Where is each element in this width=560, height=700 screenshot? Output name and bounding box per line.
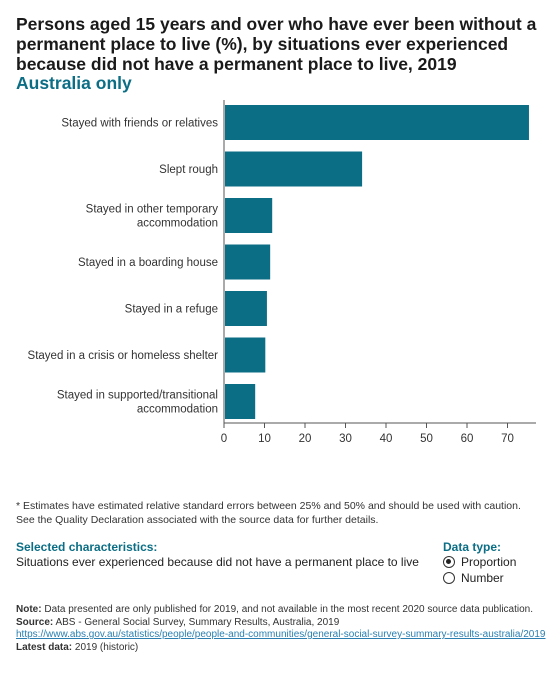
selected-characteristics-heading: Selected characteristics: xyxy=(16,540,158,554)
source-link[interactable]: https://www.abs.gov.au/statistics/people… xyxy=(16,629,546,640)
x-tick-label: 40 xyxy=(380,433,393,445)
footnote-line-2: See the Quality Declaration associated w… xyxy=(16,513,379,526)
category-labels: Stayed with friends or relatives Slept ro… xyxy=(28,118,219,416)
latest-text: 2019 (historic) xyxy=(74,641,139,653)
source-text: ABS - General Social Survey, Summary Res… xyxy=(55,616,340,628)
notes-section: Note: Data presented are only published … xyxy=(16,604,546,654)
radio-proportion[interactable]: Proportion xyxy=(443,554,516,570)
category-label-1: Slept rough xyxy=(159,164,218,176)
radio-number-label: Number xyxy=(461,571,504,585)
category-label-4: Stayed in a refuge xyxy=(125,304,218,316)
footnote: * Estimates have estimated relative stan… xyxy=(16,500,556,527)
x-tick-label: 20 xyxy=(299,433,312,445)
data-type-heading: Data type: xyxy=(443,540,502,554)
bar-2[interactable] xyxy=(225,198,273,233)
category-label-3: Stayed in a boarding house xyxy=(78,257,218,269)
radio-unselected-icon[interactable] xyxy=(443,572,455,584)
note-text: Data presented are only published for 20… xyxy=(44,604,534,615)
category-label-6-line-1: accommodation xyxy=(137,404,218,416)
footnote-line-1: * Estimates have estimated relative stan… xyxy=(16,500,521,512)
chart-title: Persons aged 15 years and over who have … xyxy=(16,14,537,74)
x-tick-label: 10 xyxy=(258,433,271,445)
bar-4[interactable] xyxy=(225,291,267,326)
radio-proportion-label: Proportion xyxy=(461,555,517,569)
category-label-2-line-1: accommodation xyxy=(137,218,218,230)
selected-characteristics-value: Situations ever experienced because did … xyxy=(16,555,419,569)
bars xyxy=(225,105,529,419)
bar-0[interactable] xyxy=(225,105,529,140)
category-label-5: Stayed in a crisis or homeless shelter xyxy=(28,350,219,362)
bar-chart: Stayed with friends or relatives Slept ro… xyxy=(28,100,536,445)
x-tick-label: 30 xyxy=(339,433,352,445)
x-ticks: 0 10 20 30 40 50 60 70 xyxy=(221,423,514,445)
bar-6[interactable] xyxy=(225,384,256,419)
latest-line: Latest data: 2019 (historic) xyxy=(16,642,546,655)
category-label-2-line-0: Stayed in other temporary xyxy=(86,204,219,216)
category-label-0: Stayed with friends or relatives xyxy=(61,118,218,130)
note-label: Note: xyxy=(16,604,42,615)
chart-subtitle: Australia only xyxy=(16,73,132,93)
source-line: Source: ABS - General Social Survey, Sum… xyxy=(16,617,546,630)
bar-1[interactable] xyxy=(225,151,363,187)
latest-label: Latest data: xyxy=(16,641,73,653)
radio-number[interactable]: Number xyxy=(443,570,504,586)
x-tick-label: 0 xyxy=(221,433,227,445)
category-label-6-line-0: Stayed in supported/transitional xyxy=(57,390,218,402)
bar-5[interactable] xyxy=(225,337,266,373)
radio-selected-icon[interactable] xyxy=(443,556,455,568)
note-line: Note: Data presented are only published … xyxy=(16,604,546,617)
x-tick-label: 50 xyxy=(420,433,433,445)
source-label: Source: xyxy=(16,616,54,628)
x-tick-label: 60 xyxy=(461,433,474,445)
bar-3[interactable] xyxy=(225,244,271,280)
x-tick-label: 70 xyxy=(501,433,514,445)
